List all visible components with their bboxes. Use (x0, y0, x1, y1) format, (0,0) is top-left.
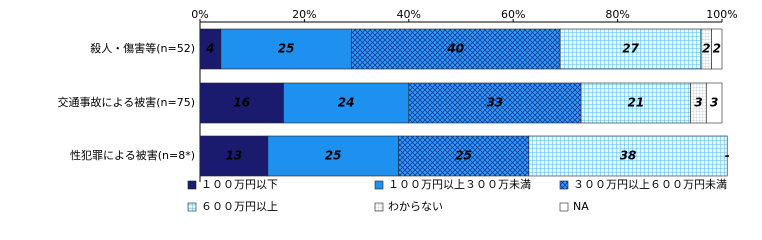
value-label: 3 (710, 96, 718, 110)
value-label: 25 (455, 149, 472, 163)
category-label: 性犯罪による被害(n=8*) (70, 148, 195, 162)
chart: 0% 20% 40% 60% 80% 100% 殺人・傷害等(n=52) 4 25 40 27 2 2 交… (58, 8, 738, 213)
bar-segment (408, 82, 582, 124)
value-label: 3 (694, 96, 702, 110)
value-label: 4 (205, 42, 214, 56)
x-tick-label: 80% (605, 8, 629, 21)
value-label: - (725, 149, 730, 163)
value-label: 2 (702, 42, 710, 56)
x-tick-label: 100% (706, 8, 737, 21)
value-label: 38 (620, 149, 637, 163)
x-tick-label: 20% (292, 8, 316, 21)
bar-segment (283, 82, 410, 124)
value-label: 2 (713, 42, 721, 56)
category-label: 交通事故による被害(n=75) (58, 95, 195, 109)
value-label: 25 (325, 149, 342, 163)
legend-swatch (187, 202, 197, 212)
legend-label: ６００万円以上 (201, 200, 278, 213)
bar-segment (706, 82, 723, 124)
bar-segment (559, 28, 702, 70)
value-label: 16 (233, 96, 250, 110)
x-tick-label: 0% (191, 8, 208, 21)
value-label: 13 (226, 149, 243, 163)
category-label: 殺人・傷害等(n=52) (90, 41, 195, 55)
value-label: 33 (487, 96, 504, 110)
value-label: 27 (622, 42, 639, 56)
legend-swatch (374, 180, 384, 190)
value-label: 25 (278, 42, 295, 56)
legend-swatch (374, 202, 384, 212)
legend-label: ３００万円以上６００万円未満 (573, 178, 727, 191)
value-label: 40 (446, 42, 464, 56)
x-tick-label: 40% (397, 8, 421, 21)
legend-swatch (187, 180, 197, 190)
bar-segment (267, 135, 399, 177)
legend-label: NA (573, 200, 589, 213)
legend-swatch (559, 180, 569, 190)
value-label: 24 (338, 96, 355, 110)
legend-label: １００万円以下 (201, 178, 278, 191)
legend-label: １００万円以上３００万未満 (388, 178, 531, 191)
bar-segment (711, 28, 723, 70)
value-label: 21 (628, 96, 645, 110)
bar-segment (528, 135, 728, 177)
bar-segment (398, 135, 530, 177)
legend-swatch (559, 202, 569, 212)
bar-segment (580, 82, 691, 124)
legend-label: わからない (388, 200, 443, 213)
bar-segment (199, 82, 284, 124)
x-tick-label: 60% (501, 8, 525, 21)
